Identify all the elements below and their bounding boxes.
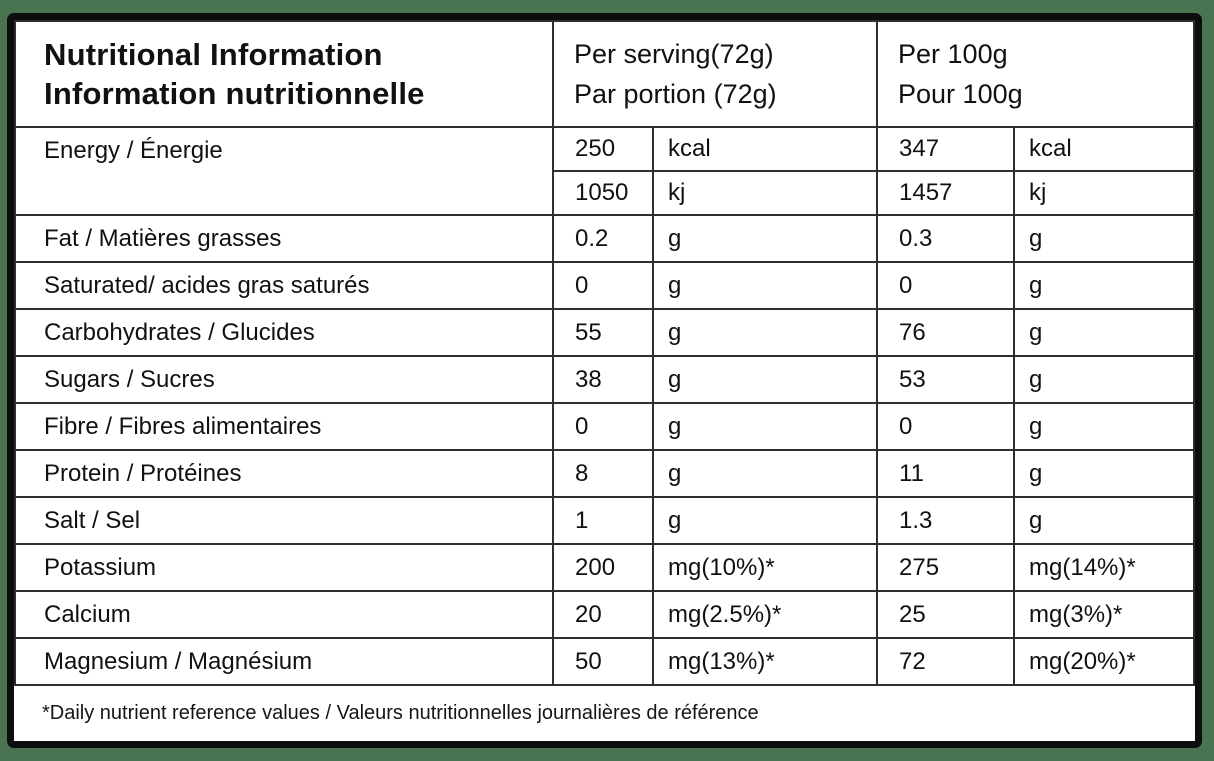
nutrition-table: Nutritional Information Information nutr… — [14, 20, 1195, 686]
column-header-per-100g: Per 100g Pour 100g — [876, 20, 1195, 128]
table-row-calcium: Calcium 20 mg(2.5%)* 25 mg(3%)* — [14, 590, 1195, 639]
table-row-potassium: Potassium 200 mg(10%)* 275 mg(14%)* — [14, 543, 1195, 592]
per100-value: 275 — [876, 543, 1016, 592]
row-label: Calcium — [14, 590, 554, 639]
table-row-fibre: Fibre / Fibres alimentaires 0 g 0 g — [14, 402, 1195, 451]
table-row-fat: Fat / Matières grasses 0.2 g 0.3 g — [14, 214, 1195, 263]
per100-unit: g — [1013, 402, 1195, 451]
row-label: Saturated/ acides gras saturés — [14, 261, 554, 310]
per100-value: 0 — [876, 402, 1016, 451]
nutrition-label-card: Nutritional Information Information nutr… — [7, 13, 1202, 748]
title-line-french: Information nutritionnelle — [44, 76, 425, 111]
energy-per100-unit-kj: kj — [1013, 170, 1195, 216]
title-line-english: Nutritional Information — [44, 37, 383, 72]
per100-unit: g — [1013, 355, 1195, 404]
table-row-energy-kcal: Energy / Énergie 250 kcal 347 kcal — [14, 126, 1195, 216]
serving-value: 200 — [552, 543, 654, 592]
row-label: Salt / Sel — [14, 496, 554, 545]
per100-value: 0 — [876, 261, 1016, 310]
energy-per100-unit-kcal: kcal — [1013, 126, 1195, 172]
energy-per100-value-kj: 1457 — [876, 170, 1016, 216]
per-serving-line-french: Par portion (72g) — [574, 79, 777, 109]
energy-serving-unit-kj: kj — [651, 170, 879, 216]
serving-unit: g — [651, 214, 879, 263]
column-header-per-serving: Per serving(72g) Par portion (72g) — [551, 20, 879, 128]
serving-value: 8 — [552, 449, 654, 498]
serving-value: 0 — [552, 402, 654, 451]
per100-unit: g — [1013, 496, 1195, 545]
row-label: Potassium — [14, 543, 554, 592]
serving-unit: g — [651, 355, 879, 404]
row-label: Fat / Matières grasses — [14, 214, 554, 263]
serving-value: 55 — [552, 308, 654, 357]
per100-unit: g — [1013, 261, 1195, 310]
per100-value: 25 — [876, 590, 1016, 639]
serving-unit: mg(10%)* — [651, 543, 879, 592]
per100-unit: g — [1013, 214, 1195, 263]
per100-value: 11 — [876, 449, 1016, 498]
row-label: Sugars / Sucres — [14, 355, 554, 404]
serving-value: 38 — [552, 355, 654, 404]
energy-serving-unit-kcal: kcal — [651, 126, 879, 172]
per100-value: 0.3 — [876, 214, 1016, 263]
serving-value: 0 — [552, 261, 654, 310]
per100-unit: mg(20%)* — [1013, 637, 1195, 686]
table-row-protein: Protein / Protéines 8 g 11 g — [14, 449, 1195, 498]
row-label: Magnesium / Magnésium — [14, 637, 554, 686]
per100-unit: mg(14%)* — [1013, 543, 1195, 592]
energy-per100-value-kcal: 347 — [876, 126, 1016, 172]
row-label: Carbohydrates / Glucides — [14, 308, 554, 357]
per100-unit: g — [1013, 449, 1195, 498]
energy-serving-value-kj: 1050 — [552, 170, 654, 216]
per-100g-line-english: Per 100g — [898, 39, 1008, 69]
serving-unit: g — [651, 402, 879, 451]
per100-value: 76 — [876, 308, 1016, 357]
energy-serving-value-kcal: 250 — [552, 126, 654, 172]
serving-value: 50 — [552, 637, 654, 686]
serving-unit: g — [651, 308, 879, 357]
per100-unit: mg(3%)* — [1013, 590, 1195, 639]
table-title: Nutritional Information Information nutr… — [14, 20, 554, 128]
row-label: Fibre / Fibres alimentaires — [14, 402, 554, 451]
row-label: Protein / Protéines — [14, 449, 554, 498]
per-100g-line-french: Pour 100g — [898, 79, 1023, 109]
per100-value: 72 — [876, 637, 1016, 686]
serving-unit: g — [651, 261, 879, 310]
daily-reference-footnote: *Daily nutrient reference values / Valeu… — [42, 702, 759, 724]
serving-unit: g — [651, 449, 879, 498]
per-serving-line-english: Per serving(72g) — [574, 39, 774, 69]
serving-value: 0.2 — [552, 214, 654, 263]
per100-value: 53 — [876, 355, 1016, 404]
row-label-energy: Energy / Énergie — [14, 126, 554, 216]
serving-unit: mg(13%)* — [651, 637, 879, 686]
serving-value: 1 — [552, 496, 654, 545]
table-row-magnesium: Magnesium / Magnésium 50 mg(13%)* 72 mg(… — [14, 637, 1195, 686]
table-row-sugars: Sugars / Sucres 38 g 53 g — [14, 355, 1195, 404]
per100-unit: g — [1013, 308, 1195, 357]
table-row-energy-kj: 1050 kj 1457 kj — [15, 170, 1195, 216]
table-header-row: Nutritional Information Information nutr… — [14, 20, 1195, 128]
table-row-salt: Salt / Sel 1 g 1.3 g — [14, 496, 1195, 545]
table-row-carbohydrates: Carbohydrates / Glucides 55 g 76 g — [14, 308, 1195, 357]
per100-value: 1.3 — [876, 496, 1016, 545]
serving-unit: mg(2.5%)* — [651, 590, 879, 639]
table-row-saturated: Saturated/ acides gras saturés 0 g 0 g — [14, 261, 1195, 310]
serving-value: 20 — [552, 590, 654, 639]
serving-unit: g — [651, 496, 879, 545]
